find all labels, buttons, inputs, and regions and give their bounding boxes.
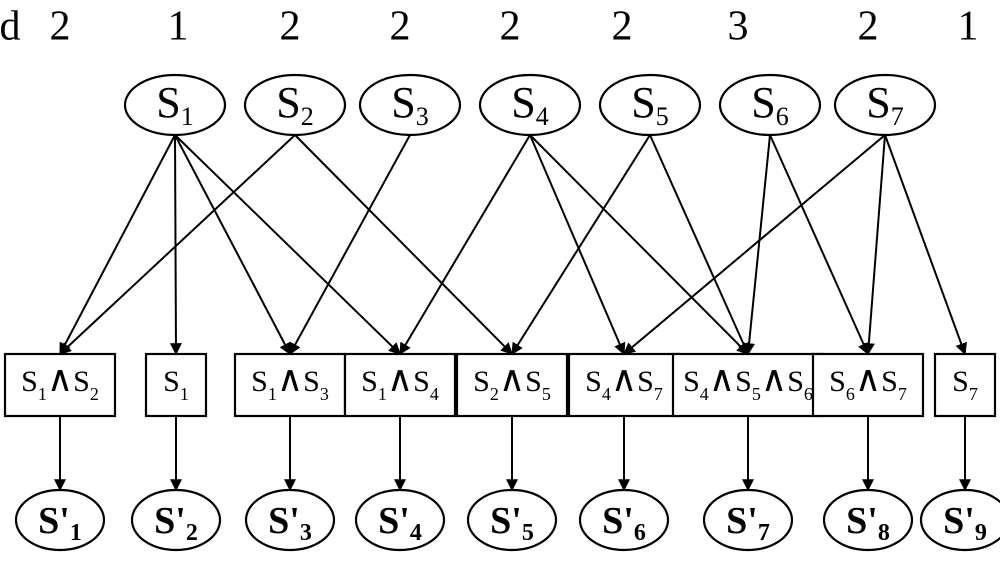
output-node: S'5 — [468, 490, 556, 550]
source-node: S1 — [125, 75, 225, 135]
top-row-item: 2 — [858, 4, 879, 50]
edge — [530, 135, 748, 354]
source-node: S5 — [600, 75, 700, 135]
source-node: S4 — [480, 75, 580, 135]
box-label: S1∧S4 — [361, 359, 439, 404]
output-node: S'3 — [246, 490, 334, 550]
output-node: S'4 — [356, 490, 444, 550]
edge — [512, 135, 650, 354]
box-label: S2∧S5 — [473, 359, 551, 404]
box-label: S6∧S7 — [829, 359, 907, 404]
top-row-item: 2 — [390, 4, 411, 50]
conjunction-box: S1 — [146, 354, 206, 416]
edge — [624, 135, 885, 354]
top-row-item: 2 — [280, 4, 301, 50]
box-label: S1∧S2 — [21, 359, 99, 404]
edge — [868, 135, 885, 354]
top-row-item: 3 — [728, 4, 749, 50]
output-node: S'1 — [16, 490, 104, 550]
output-arrows-layer — [60, 416, 965, 490]
box-label: S1∧S3 — [251, 359, 329, 404]
top-row: d212222321 — [0, 4, 979, 50]
box-label: S4∧S7 — [585, 359, 663, 404]
top-row-item: 2 — [50, 4, 71, 50]
source-node: S2 — [245, 75, 345, 135]
outputs-layer: S'1 S'2 S'3 S'4 S'5 S'6 S'7 S'8S'9 — [16, 490, 1000, 550]
top-row-item: 2 — [500, 4, 521, 50]
output-node: S'9 — [921, 490, 1000, 550]
conjunction-box: S2∧S5 — [457, 354, 567, 416]
edge — [290, 135, 410, 354]
conjunction-box: S4∧S7 — [569, 354, 679, 416]
conjunction-box: S7 — [935, 354, 995, 416]
conjunction-box: S1∧S4 — [345, 354, 455, 416]
sources-layer: S1 S2S3 S4 S5 S6S7 — [125, 75, 935, 135]
conjunction-box: S6∧S7 — [813, 354, 923, 416]
edge — [530, 135, 624, 354]
output-node: S'8 — [824, 490, 912, 550]
conjunction-box: S1∧S2 — [5, 354, 115, 416]
edges-layer — [60, 135, 965, 354]
edge — [175, 135, 176, 354]
edge — [60, 135, 175, 354]
top-row-item: 1 — [168, 4, 189, 50]
top-row-item: d — [0, 4, 21, 50]
edge — [885, 135, 965, 354]
edge — [400, 135, 530, 354]
edge — [770, 135, 868, 354]
output-node: S'7 — [704, 490, 792, 550]
edge — [175, 135, 290, 354]
edge — [748, 135, 770, 354]
source-node: S6 — [720, 75, 820, 135]
top-row-item: 2 — [612, 4, 633, 50]
output-node: S'2 — [132, 490, 220, 550]
edge — [175, 135, 400, 354]
boxes-layer: S1∧S2 S1 S1∧S3 S1∧S4 S2∧S5 S4∧S7S4∧S5∧S6S6∧S7… — [5, 354, 995, 416]
edge — [295, 135, 512, 354]
edge — [60, 135, 295, 354]
top-row-item: 1 — [958, 4, 979, 50]
conjunction-box: S1∧S3 — [235, 354, 345, 416]
source-node: S3 — [360, 75, 460, 135]
output-node: S'6 — [580, 490, 668, 550]
conjunction-box: S4∧S5∧S6 — [673, 354, 823, 416]
source-node: S7 — [835, 75, 935, 135]
